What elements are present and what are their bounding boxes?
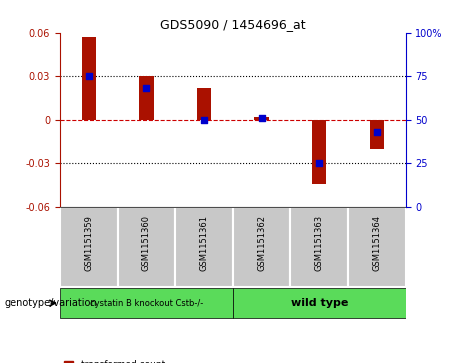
Bar <box>60 288 233 318</box>
Bar <box>348 207 406 287</box>
Title: GDS5090 / 1454696_at: GDS5090 / 1454696_at <box>160 19 306 32</box>
Bar <box>197 88 211 120</box>
Bar <box>254 117 269 120</box>
Bar <box>233 288 406 318</box>
Bar <box>60 207 118 287</box>
Bar <box>82 37 96 120</box>
Bar <box>312 120 326 184</box>
Bar <box>370 120 384 149</box>
Text: GSM1151363: GSM1151363 <box>315 215 324 271</box>
Text: GSM1151362: GSM1151362 <box>257 215 266 271</box>
Point <box>315 160 323 166</box>
Text: GSM1151364: GSM1151364 <box>372 215 381 271</box>
Text: GSM1151361: GSM1151361 <box>200 215 208 271</box>
Text: GSM1151360: GSM1151360 <box>142 215 151 271</box>
Text: cystatin B knockout Cstb-/-: cystatin B knockout Cstb-/- <box>90 299 203 307</box>
Text: wild type: wild type <box>290 298 348 308</box>
Bar <box>175 207 233 287</box>
Point <box>142 86 150 91</box>
Text: genotype/variation: genotype/variation <box>5 298 97 308</box>
Legend: transformed count, percentile rank within the sample: transformed count, percentile rank withi… <box>65 360 234 363</box>
Bar <box>139 76 154 120</box>
Bar <box>233 207 290 287</box>
Point <box>200 117 207 123</box>
Point <box>258 115 266 121</box>
Bar <box>290 207 348 287</box>
Bar <box>118 207 175 287</box>
Text: GSM1151359: GSM1151359 <box>84 215 93 271</box>
Point <box>373 129 381 135</box>
Point <box>85 73 92 79</box>
